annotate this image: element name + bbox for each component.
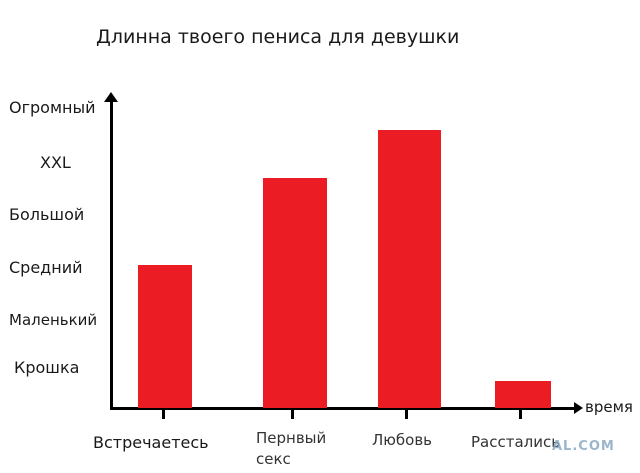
y-tick-label-kroshka: Крошка [14,358,80,377]
x-tick [519,410,522,419]
bar-pervyi-seks [263,178,327,408]
x-axis-arrow-icon [574,402,583,414]
x-tick [162,410,165,419]
y-axis-arrow-icon [104,92,118,102]
y-tick-label-malenkiy: Маленький [9,311,98,329]
x-axis-line [110,407,576,410]
x-tick-label-vstrechaetes: Встречаетесь [93,433,209,452]
chart-title: Длинна твоего пениса для девушки [96,26,460,48]
y-tick-label-xxl: XXL [40,153,71,172]
y-axis-line [110,97,113,410]
x-tick [405,410,408,419]
x-tick-label-pervyi: Пернвый [256,429,327,447]
y-tick-label-bolshoy: Большой [9,205,85,224]
x-tick-label-rasstalis: Расстались [471,433,561,451]
bar-rasstalis [495,381,551,408]
bar-lyubov [378,130,441,408]
watermark: AL.COM [552,439,615,454]
x-tick-label-lyubov: Любовь [372,431,433,449]
y-tick-label-sredniy: Средний [9,258,83,277]
y-tick-label-ogromny: Огромный [9,98,96,117]
x-tick [291,410,294,419]
bar-vstrechaetes [138,265,192,408]
x-axis-title: время [585,398,633,416]
x-tick-label-seks: секс [256,450,291,468]
